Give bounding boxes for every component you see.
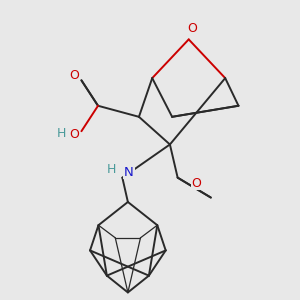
- Text: O: O: [187, 22, 197, 35]
- Text: N: N: [124, 166, 134, 178]
- Text: O: O: [69, 69, 79, 82]
- Text: H: H: [106, 164, 116, 176]
- Text: O: O: [69, 128, 79, 141]
- Text: O: O: [191, 177, 201, 190]
- Text: H: H: [57, 127, 66, 140]
